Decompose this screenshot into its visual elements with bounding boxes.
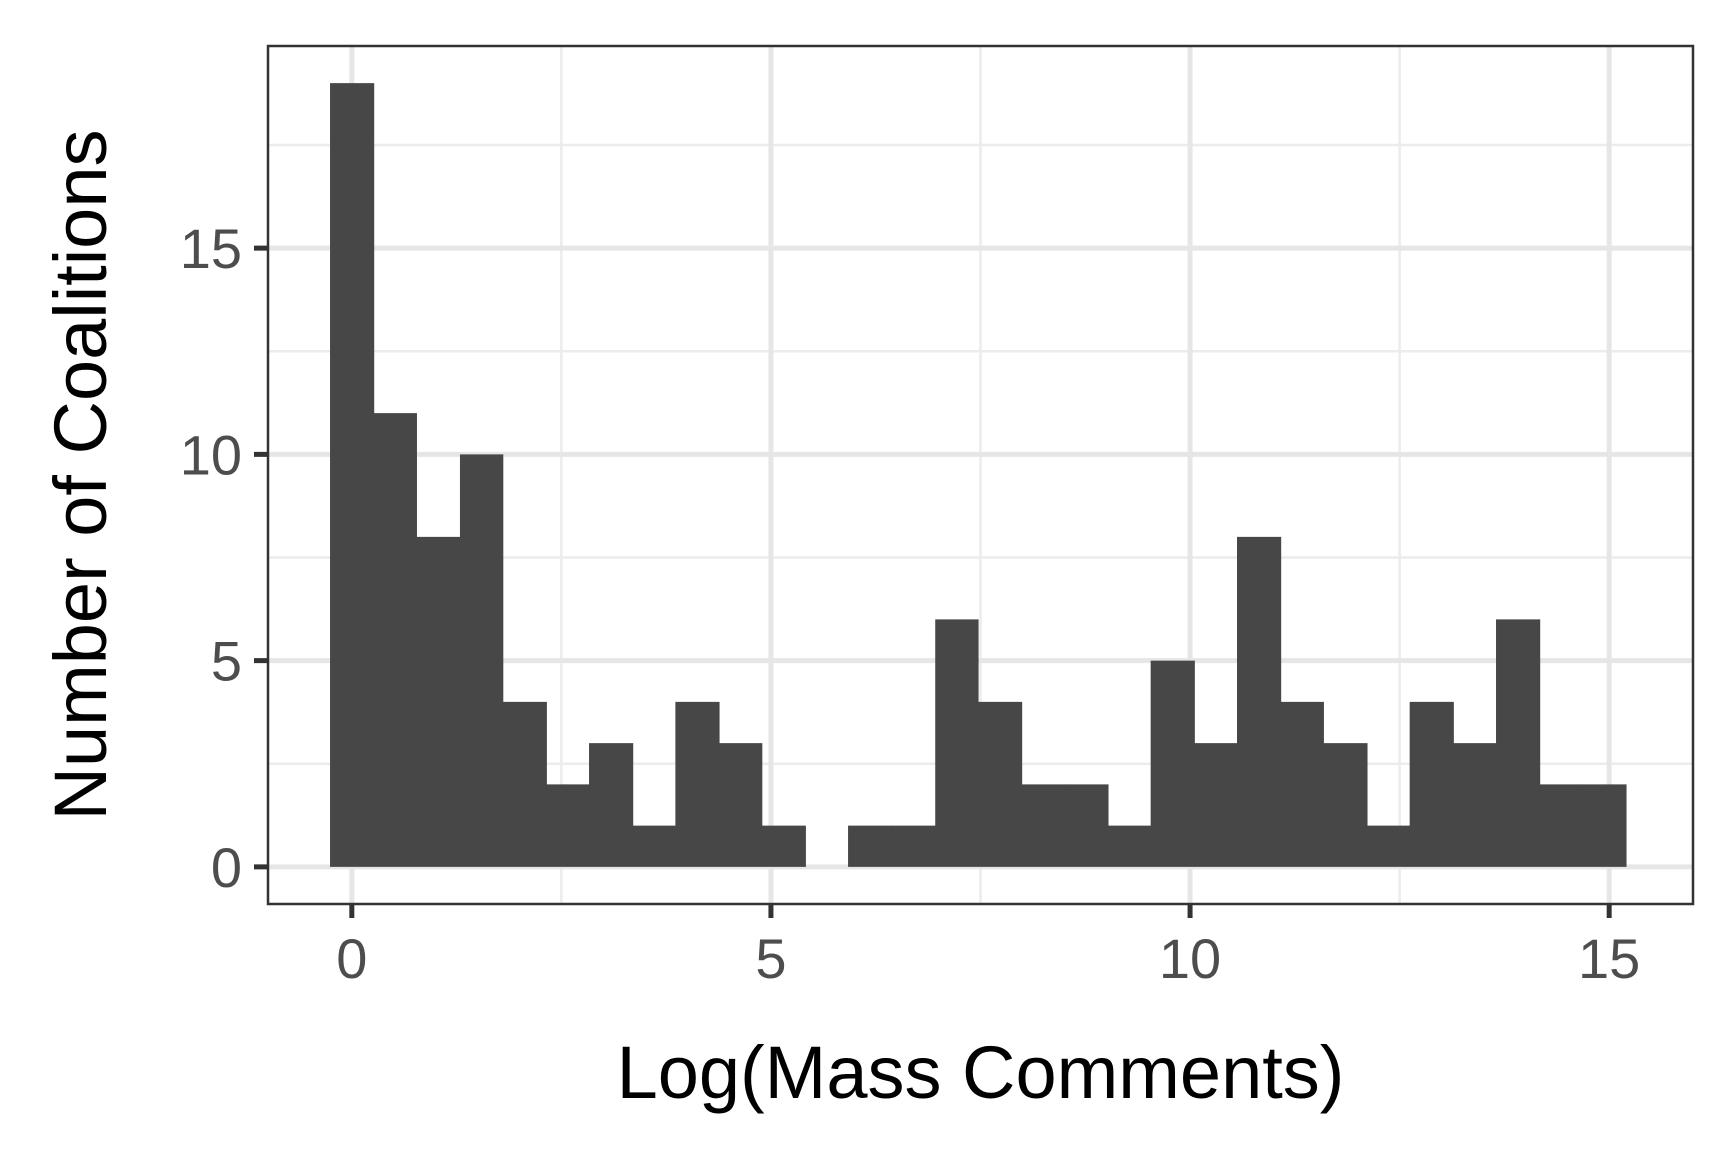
y-axis-title: Number of Coalitions [39,130,122,821]
histogram-bar [1453,743,1497,867]
x-tick-label: 10 [1159,927,1221,990]
y-axis-ticks: 0 5 10 15 [180,217,268,899]
histogram-bar [1107,825,1152,867]
histogram-bar [502,701,547,867]
panel-border [266,44,1695,906]
histogram-bar [373,413,417,867]
histogram-bar [718,743,763,867]
histogram-bar [1539,784,1583,867]
x-axis-title: Log(Mass Comments) [617,1031,1345,1114]
histogram-bar [1194,743,1238,867]
histogram-bar [1237,536,1282,867]
x-tick-label: 0 [336,927,367,990]
y-tick-label: 0 [211,836,242,899]
histogram-bar [546,784,590,867]
y-tick-label: 5 [211,630,242,693]
y-tick-label: 15 [180,217,242,280]
histogram-bar [935,619,979,867]
x-tick-label: 5 [755,927,786,990]
y-tick-label: 10 [180,423,242,486]
histogram-bar [416,536,461,867]
histogram-bar [1496,619,1541,867]
histogram-bar [675,701,720,867]
histogram-bar [1150,660,1195,867]
histogram-bar [1409,701,1454,867]
histogram-bar [1280,701,1324,867]
histogram-bar [589,743,634,867]
histogram-bar [1064,784,1109,867]
histogram-bar [1021,784,1065,867]
x-tick-label: 15 [1578,927,1640,990]
histogram-bar [1582,784,1627,867]
histogram-bar [848,825,893,867]
histogram-bars [330,83,1627,867]
histogram-bar [891,825,936,867]
histogram-bar [632,825,676,867]
histogram-bar [330,83,375,867]
histogram-bar [459,454,504,867]
x-axis-ticks: 0 5 10 15 [336,904,1640,990]
histogram-bar [1323,743,1368,867]
histogram-bar [977,701,1023,867]
histogram-bar [761,825,806,867]
histogram-bar [1366,825,1411,867]
